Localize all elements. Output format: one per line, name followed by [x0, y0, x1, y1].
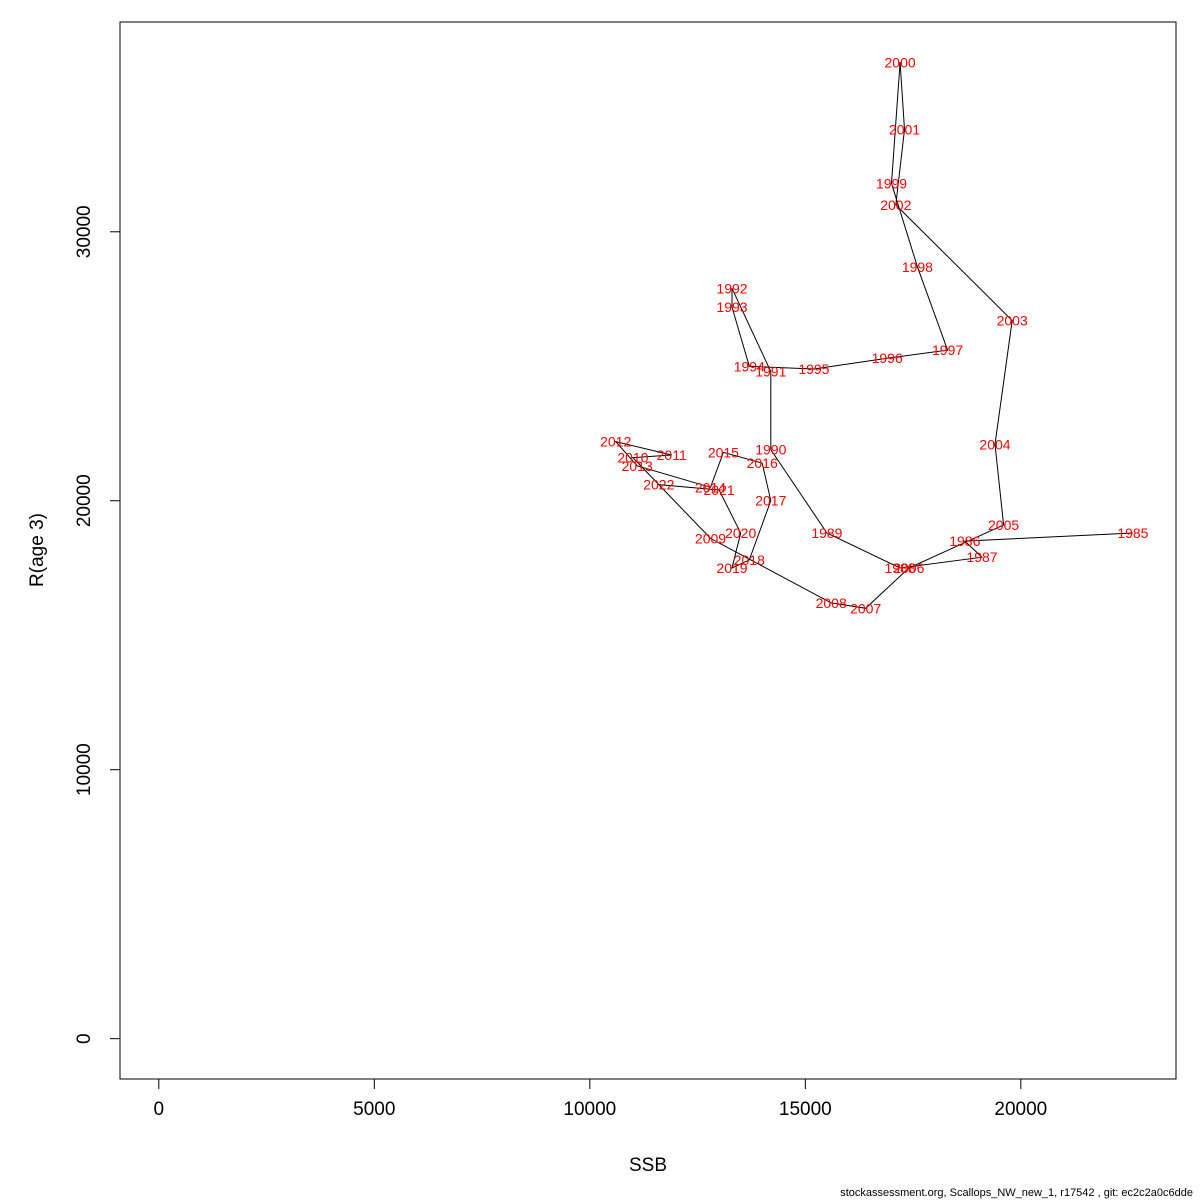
point-label-2002: 2002 [880, 197, 911, 213]
x-axis: 0 5000 10000 15000 20000 [154, 1078, 1047, 1120]
point-label-2005: 2005 [988, 517, 1019, 533]
x-tick-label: 10000 [563, 1099, 616, 1120]
point-label-1993: 1993 [716, 299, 747, 315]
point-label-2018: 2018 [734, 552, 765, 568]
plot-box [119, 21, 1177, 1080]
y-tick-label: 0 [74, 1033, 95, 1044]
point-label-2001: 2001 [889, 122, 920, 138]
point-label-2014: 2014 [695, 479, 726, 495]
point-label-1997: 1997 [932, 342, 963, 358]
point-label-1985: 1985 [1117, 525, 1148, 541]
point-label-1990: 1990 [755, 442, 786, 458]
point-label-2019: 2019 [716, 560, 747, 576]
point-label-2008: 2008 [816, 595, 847, 611]
point-label-2010: 2010 [617, 450, 648, 466]
x-tick-label: 5000 [353, 1099, 395, 1120]
point-label-1998: 1998 [902, 259, 933, 275]
y-tick-label: 20000 [74, 474, 95, 527]
point-label-1991: 1991 [755, 364, 786, 380]
x-tick-label: 0 [154, 1099, 165, 1120]
point-label-1987: 1987 [966, 549, 997, 565]
point-label-2009: 2009 [695, 530, 726, 546]
point-label-2020: 2020 [725, 525, 756, 541]
point-label-2006: 2006 [893, 560, 924, 576]
x-tick-label: 15000 [779, 1099, 832, 1120]
point-label-1996: 1996 [872, 350, 903, 366]
point-label-2022: 2022 [643, 477, 674, 493]
x-axis-label: SSB [629, 1155, 667, 1176]
point-label-1995: 1995 [798, 361, 829, 377]
point-label-1989: 1989 [811, 525, 842, 541]
point-label-2016: 2016 [747, 455, 778, 471]
point-label-2007: 2007 [850, 600, 881, 616]
y-tick-label: 30000 [74, 205, 95, 258]
sr-trajectory-line [614, 62, 1133, 609]
point-label-1994: 1994 [734, 358, 765, 374]
point-label-2000: 2000 [885, 54, 916, 70]
point-label-2021: 2021 [704, 482, 735, 498]
y-axis: 0 10000 20000 30000 [74, 205, 121, 1044]
point-label-2015: 2015 [708, 444, 739, 460]
point-label-1992: 1992 [716, 280, 747, 296]
point-label-1986: 1986 [949, 533, 980, 549]
point-label-2004: 2004 [979, 436, 1010, 452]
series-path [614, 62, 1133, 609]
x-tick-label: 20000 [994, 1099, 1047, 1120]
point-label-2011: 2011 [657, 447, 687, 463]
point-label-2003: 2003 [997, 313, 1028, 329]
point-label-2017: 2017 [755, 493, 786, 509]
point-label-2012: 2012 [600, 434, 631, 450]
footer-credit: stockassessment.org, Scallops_NW_new_1, … [840, 1187, 1193, 1199]
point-label-1988: 1988 [885, 560, 916, 576]
point-label-2013: 2013 [622, 458, 653, 474]
y-tick-label: 10000 [74, 743, 95, 796]
y-axis-label: R(age 3) [27, 513, 48, 587]
point-label-1999: 1999 [876, 175, 907, 191]
